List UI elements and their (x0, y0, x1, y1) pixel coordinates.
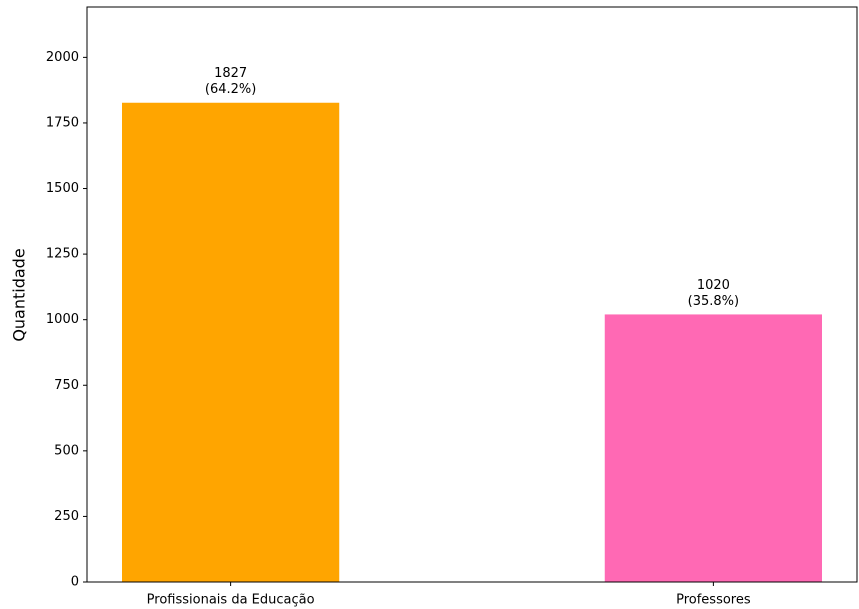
plot-frame (86, 6, 858, 583)
value-label: 1827 (214, 66, 247, 81)
x-tick-label: Professores (676, 593, 751, 608)
y-tick-label: 500 (54, 443, 79, 458)
y-tick-label: 0 (71, 575, 79, 590)
y-tick-label: 1250 (46, 247, 79, 262)
bar (604, 314, 822, 582)
y-tick-label: 1500 (46, 181, 79, 196)
y-tick-label: 2000 (46, 50, 79, 65)
x-tick-label: Profissionais da Educação (147, 593, 315, 608)
bar (122, 102, 340, 582)
y-tick-label: 1750 (46, 115, 79, 130)
y-tick-label: 250 (54, 509, 79, 524)
percent-label: (35.8%) (688, 294, 739, 309)
percent-label: (64.2%) (205, 82, 256, 97)
y-axis-label: Quantidade (10, 248, 29, 341)
y-tick-label: 750 (54, 378, 79, 393)
value-label: 1020 (697, 278, 730, 293)
y-tick-label: 1000 (46, 312, 79, 327)
